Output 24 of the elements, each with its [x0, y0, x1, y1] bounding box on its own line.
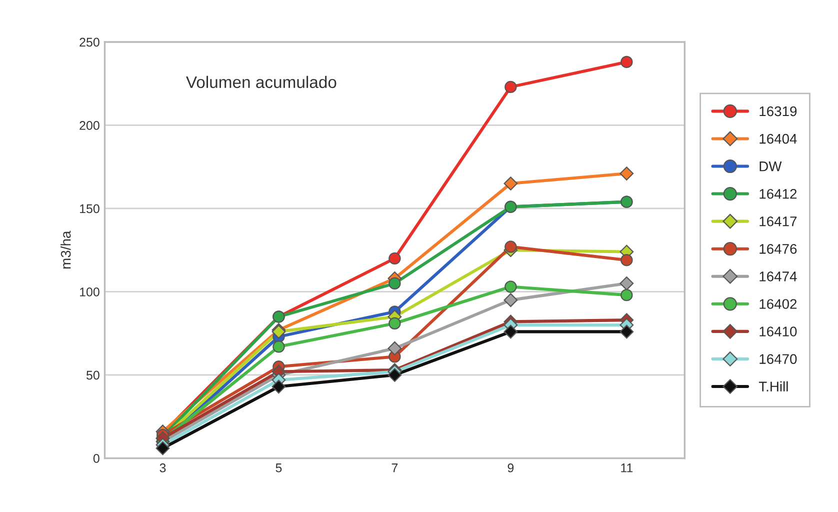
legend-label: DW [760, 162, 782, 172]
legend-label: 16319 [760, 106, 797, 116]
legend-label: 16476 [760, 244, 797, 254]
legend-label: T.Hill [758, 381, 788, 392]
annotation: Volumen acumulado [186, 76, 336, 88]
legend-label: 16404 [760, 134, 797, 144]
y-tick-label: 200 [80, 121, 100, 130]
legend-label: 16417 [760, 216, 797, 226]
x-tick-label: 5 [276, 464, 282, 472]
legend-label: 16474 [760, 272, 797, 282]
legend-label: 16470 [760, 354, 797, 364]
y-tick-label: 0 [93, 454, 100, 463]
legend-label: 16402 [760, 299, 797, 309]
y-tick-label: 50 [86, 370, 100, 380]
x-tick-label: 7 [392, 464, 398, 472]
legend-label: 16412 [760, 188, 797, 199]
y-tick-label: 250 [80, 38, 100, 47]
y-axis-title: m3/ha [60, 230, 71, 268]
y-tick-label: 100 [80, 288, 100, 296]
legend-label: 16410 [760, 326, 797, 336]
x-tick-label: 11 [621, 464, 633, 472]
x-tick-label: 9 [508, 463, 514, 472]
y-tick-label: 150 [80, 204, 100, 214]
x-tick-label: 3 [160, 463, 166, 472]
